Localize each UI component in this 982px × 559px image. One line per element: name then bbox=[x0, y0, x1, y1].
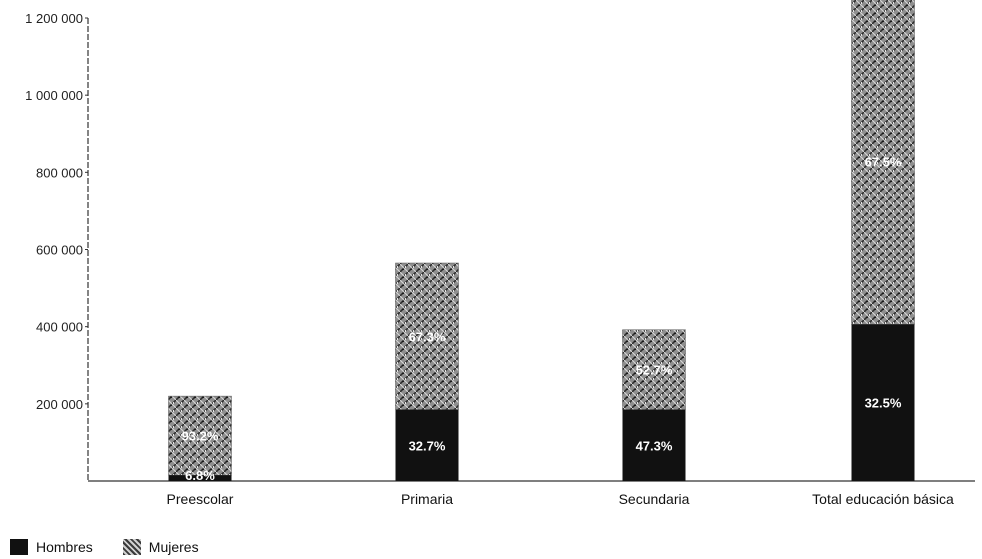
data-label-hombres: 32.7% bbox=[409, 438, 446, 453]
bars bbox=[168, 0, 915, 481]
legend: Hombres Mujeres bbox=[10, 539, 229, 555]
bar-hombres bbox=[395, 409, 459, 481]
data-label-hombres: 32.5% bbox=[865, 396, 902, 411]
bar-mujeres bbox=[622, 329, 686, 410]
data-label-mujeres: 67.3% bbox=[409, 329, 446, 344]
axes: 200 000 400 000 600 000 800 000 1 000 000 1 2… bbox=[25, 11, 975, 482]
bar-hombres bbox=[168, 475, 232, 481]
legend-label-mujeres: Mujeres bbox=[148, 539, 199, 555]
y-tick-label: 1 000 000 bbox=[25, 88, 83, 103]
bar-hombres bbox=[622, 409, 686, 481]
bar-mujeres bbox=[395, 262, 459, 410]
x-category-label: Preescolar bbox=[167, 491, 234, 507]
labels: 93.2% 6.8% Preescolar 67.3% 32.7% Primaria 52.… bbox=[167, 155, 954, 507]
y-tick-label: 600 000 bbox=[36, 243, 83, 258]
legend-swatch-mujeres bbox=[122, 539, 141, 555]
x-category-label: Secundaria bbox=[619, 491, 690, 507]
data-label-mujeres: 52.7% bbox=[636, 363, 673, 378]
data-label-hombres: 6.8% bbox=[185, 468, 215, 483]
y-tick-label: 800 000 bbox=[36, 165, 83, 180]
legend-label-hombres: Hombres bbox=[36, 539, 93, 555]
data-label-hombres: 47.3% bbox=[636, 438, 673, 453]
x-category-label: Primaria bbox=[401, 491, 453, 507]
legend-item-hombres: Hombres bbox=[10, 539, 93, 555]
y-tick-label: 400 000 bbox=[36, 320, 83, 335]
x-category-label: Total educación básica bbox=[812, 491, 954, 507]
y-tick-label: 1 200 000 bbox=[25, 11, 83, 26]
bar-mujeres bbox=[851, 0, 915, 325]
legend-swatch-hombres bbox=[10, 539, 28, 555]
bar-hombres bbox=[851, 324, 915, 481]
data-label-mujeres: 93.2% bbox=[182, 429, 219, 444]
bar-mujeres bbox=[168, 395, 232, 476]
legend-item-mujeres: Mujeres bbox=[122, 539, 199, 555]
y-tick-label: 200 000 bbox=[36, 397, 83, 412]
data-label-mujeres: 67.5% bbox=[865, 155, 902, 170]
